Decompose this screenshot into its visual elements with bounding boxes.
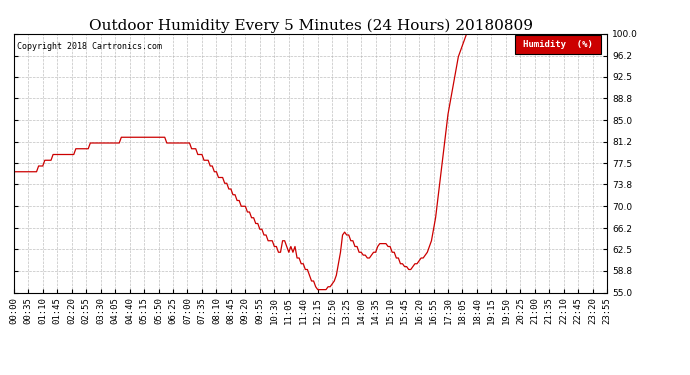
Text: Humidity  (%): Humidity (%) (523, 40, 593, 49)
FancyBboxPatch shape (515, 35, 601, 54)
Title: Outdoor Humidity Every 5 Minutes (24 Hours) 20180809: Outdoor Humidity Every 5 Minutes (24 Hou… (88, 18, 533, 33)
Text: Copyright 2018 Cartronics.com: Copyright 2018 Cartronics.com (17, 42, 161, 51)
